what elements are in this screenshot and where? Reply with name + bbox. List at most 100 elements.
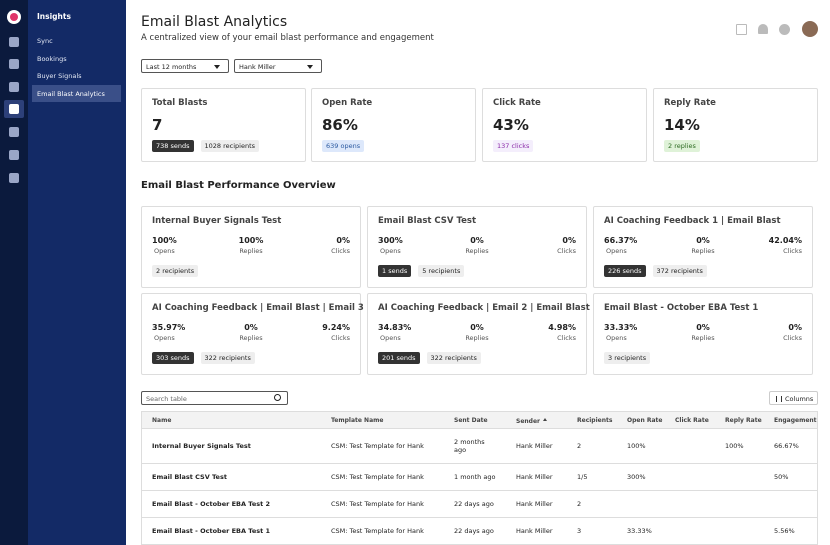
metric-label: Opens bbox=[154, 247, 175, 255]
badges: 1 sends 5 recipients bbox=[378, 265, 465, 277]
export-icon[interactable] bbox=[736, 24, 747, 35]
kpi-card: Click Rate 43% 137 clicks bbox=[482, 88, 647, 162]
nav-icon[interactable] bbox=[9, 82, 19, 92]
table-cell: 3 bbox=[577, 527, 582, 535]
table: Name Template Name Sent Date Sender Recipien… bbox=[141, 411, 818, 545]
badges: 2 recipients bbox=[152, 265, 199, 277]
nav-icon[interactable] bbox=[9, 173, 19, 183]
metric: 0% Clicks bbox=[511, 236, 576, 255]
kpi-title: Click Rate bbox=[493, 98, 541, 108]
metric-label: Opens bbox=[606, 247, 627, 255]
column-header[interactable]: Recipients bbox=[577, 416, 613, 424]
metric-label: Replies bbox=[465, 247, 489, 255]
metric: 4.98% Clicks bbox=[511, 323, 576, 342]
metric-value: 0% bbox=[696, 323, 710, 332]
column-header[interactable]: Engagement bbox=[774, 416, 817, 424]
metric: 100% Replies bbox=[218, 236, 283, 255]
metric: 0% Clicks bbox=[285, 236, 350, 255]
table-cell: CSM: Test Template for Hank bbox=[331, 473, 424, 481]
metric-label: Replies bbox=[465, 334, 489, 342]
metric-value: 66.37% bbox=[604, 236, 638, 245]
table-header: Name Template Name Sent Date Sender Recipien… bbox=[142, 412, 817, 429]
metrics: 66.37% Opens 0% Replies 42.04% Clicks bbox=[604, 236, 802, 255]
page-subtitle: A centralized view of your email blast p… bbox=[141, 33, 434, 43]
metric: 0% Replies bbox=[670, 236, 735, 255]
table-cell: 300% bbox=[627, 473, 646, 481]
metric-value: 0% bbox=[244, 323, 258, 332]
sidebar-item[interactable]: Buyer Signals bbox=[37, 72, 82, 81]
blast-card: Internal Buyer Signals Test 100% Opens 100%… bbox=[141, 206, 361, 288]
table-cell: Email Blast - October EBA Test 2 bbox=[152, 500, 270, 508]
table-cell: Email Blast - October EBA Test 1 bbox=[152, 527, 270, 535]
kpi-title: Total Blasts bbox=[152, 98, 208, 108]
nav-icon[interactable] bbox=[9, 127, 19, 137]
metric: 33.33% Opens bbox=[604, 323, 669, 342]
column-header[interactable]: Reply Rate bbox=[725, 416, 762, 424]
metric: 300% Opens bbox=[378, 236, 443, 255]
column-header[interactable]: Sent Date bbox=[454, 416, 488, 424]
columns-button[interactable]: Columns bbox=[769, 391, 818, 405]
columns-label: Columns bbox=[785, 395, 814, 403]
card-title: Email Blast - October EBA Test 1 bbox=[604, 303, 759, 313]
nav-icon[interactable] bbox=[9, 59, 19, 69]
table-cell: 1/5 bbox=[577, 473, 588, 481]
column-header[interactable]: Click Rate bbox=[675, 416, 709, 424]
avatar[interactable] bbox=[802, 21, 818, 37]
sidebar-item[interactable]: Email Blast Analytics bbox=[32, 85, 121, 103]
badges: 3 recipients bbox=[604, 352, 651, 364]
badge: 201 sends bbox=[378, 352, 420, 364]
badge: 303 sends bbox=[152, 352, 194, 364]
column-header[interactable]: Template Name bbox=[331, 416, 384, 424]
table-cell: 33.33% bbox=[627, 527, 652, 535]
nav-icon[interactable] bbox=[9, 37, 19, 47]
kpi-card: Total Blasts 7 738 sends 1028 recipients bbox=[141, 88, 306, 162]
column-header[interactable]: Sender bbox=[512, 416, 573, 425]
sidebar-item[interactable]: Sync bbox=[37, 37, 53, 45]
logo[interactable] bbox=[7, 10, 21, 24]
table-cell: Hank Miller bbox=[516, 473, 553, 481]
table-cell: CSM: Test Template for Hank bbox=[331, 442, 424, 450]
metric-label: Clicks bbox=[557, 334, 576, 342]
table-cell: Internal Buyer Signals Test bbox=[152, 442, 251, 450]
column-header[interactable]: Name bbox=[152, 416, 172, 424]
kpi-value: 7 bbox=[152, 116, 163, 134]
metric-label: Clicks bbox=[331, 334, 350, 342]
badges: 738 sends 1028 recipients bbox=[152, 140, 295, 152]
metric: 0% Replies bbox=[444, 236, 509, 255]
filter-dropdown[interactable]: Last 12 months bbox=[141, 59, 229, 73]
badge: 3 recipients bbox=[604, 352, 651, 364]
filter-dropdown[interactable]: Hank Miller bbox=[234, 59, 322, 73]
badge: 322 recipients bbox=[426, 352, 481, 364]
badge: 5 recipients bbox=[418, 265, 465, 277]
nav-icon-active[interactable] bbox=[4, 100, 24, 118]
metrics: 34.83% Opens 0% Replies 4.98% Clicks bbox=[378, 323, 576, 342]
metrics: 35.97% Opens 0% Replies 9.24% Clicks bbox=[152, 323, 350, 342]
badges: 303 sends 322 recipients bbox=[152, 352, 255, 364]
table-row: Internal Buyer Signals Test CSM: Test Tem… bbox=[142, 429, 817, 464]
metric-label: Opens bbox=[606, 334, 627, 342]
table-cell: Hank Miller bbox=[516, 442, 553, 450]
metric: 100% Opens bbox=[152, 236, 217, 255]
blast-card: AI Coaching Feedback | Email 2 | Email B… bbox=[367, 293, 590, 375]
nav-icon[interactable] bbox=[9, 150, 19, 160]
table-cell: 22 days ago bbox=[454, 527, 494, 535]
column-header[interactable]: Open Rate bbox=[627, 416, 663, 424]
table-cell: 22 days ago bbox=[454, 500, 494, 508]
metrics: 100% Opens 100% Replies 0% Clicks bbox=[152, 236, 350, 255]
metric-value: 0% bbox=[788, 323, 802, 332]
badge: 1028 recipients bbox=[200, 140, 260, 152]
sort-indicator bbox=[543, 416, 547, 421]
metric-value: 0% bbox=[336, 236, 350, 245]
metric: 0% Replies bbox=[670, 323, 735, 342]
help-icon[interactable] bbox=[779, 24, 790, 35]
badges: 639 opens bbox=[322, 140, 465, 152]
blast-card: Email Blast - October EBA Test 1 33.33% Op… bbox=[593, 293, 813, 375]
search-input[interactable]: Search table bbox=[141, 391, 288, 405]
sidebar-item[interactable]: Bookings bbox=[37, 54, 67, 63]
card-title: Email Blast CSV Test bbox=[378, 216, 477, 226]
metric-value: 0% bbox=[470, 323, 484, 332]
sidebar-title: Insights bbox=[37, 12, 71, 21]
metric-value: 0% bbox=[562, 236, 576, 245]
notification-icon[interactable] bbox=[758, 24, 768, 34]
